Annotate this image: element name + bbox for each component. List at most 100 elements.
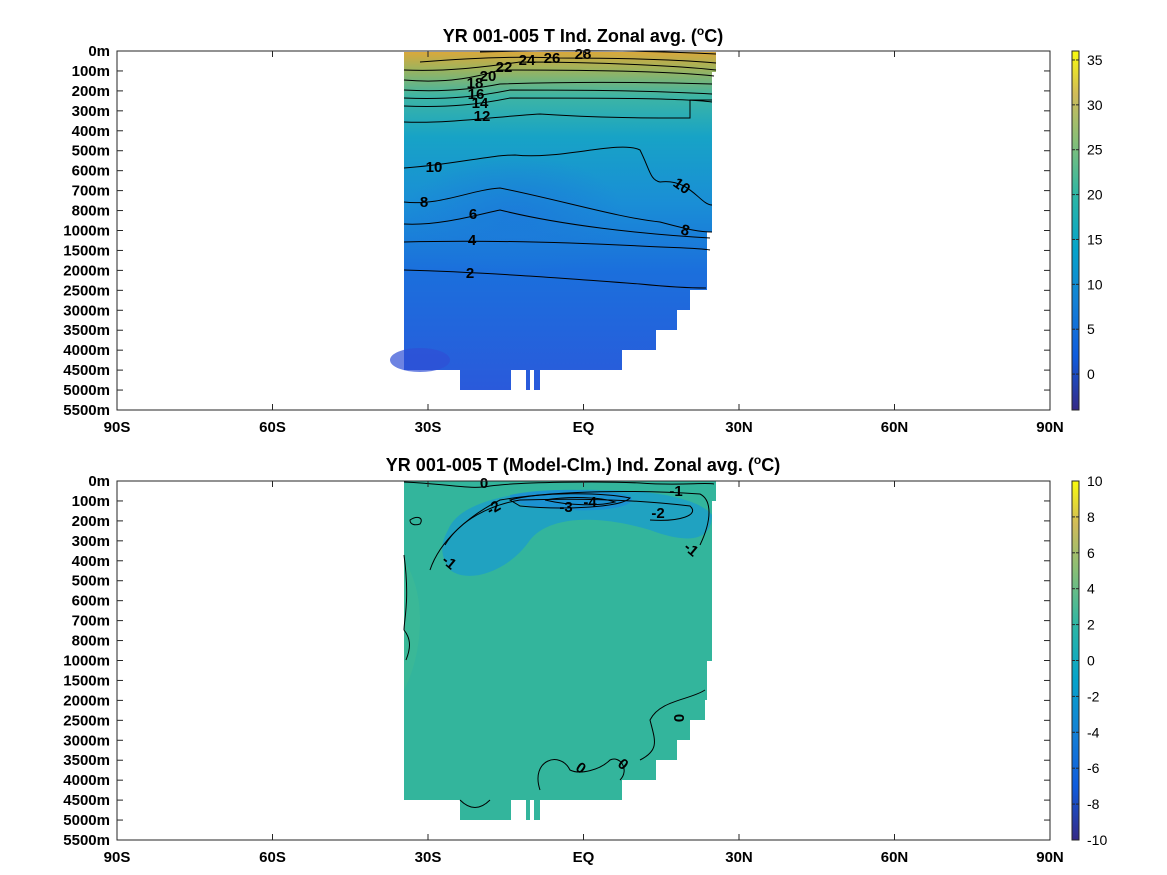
x-tick-label: 90S: [104, 849, 131, 866]
bottom-cold-anomaly: [442, 489, 712, 576]
y-tick-label: 200m: [72, 83, 110, 100]
bottom-gap-2: [530, 800, 534, 820]
top-thermocline-dome: [405, 155, 625, 275]
x-tick-label: 30N: [725, 849, 753, 866]
top-clabel-16: 16: [468, 86, 485, 103]
y-tick-label: 1000m: [63, 653, 110, 670]
bottom-contour-0-east: [639, 689, 706, 761]
y-tick-label: 1500m: [63, 672, 110, 689]
top-clabel-8a: 8: [420, 194, 428, 211]
x-tick-label: 90N: [1036, 849, 1064, 866]
y-tick-label: 0m: [88, 473, 110, 490]
y-tick-label: 500m: [72, 573, 110, 590]
top-abyssal-patch: [390, 348, 450, 372]
y-tick-label: 800m: [72, 633, 110, 650]
top-contour-12: [403, 99, 712, 123]
bottom-contour-m4: [544, 497, 617, 506]
x-tick-label: 30S: [415, 419, 442, 436]
bottom-title: YR 001-005 T (Model-Clm.) Ind. Zonal avg…: [386, 453, 780, 475]
top-contour-4: [403, 240, 711, 251]
top-clabel-14: 14: [472, 95, 489, 112]
bottom-clabel-m2-east: -2: [651, 505, 664, 522]
colorbar-tick-label: 5: [1087, 321, 1095, 337]
x-tick-label: EQ: [573, 849, 595, 866]
y-tick-label: 200m: [72, 513, 110, 530]
top-clabel-2: 2: [466, 265, 474, 282]
bottom-clabel-0-top: 0: [480, 475, 488, 492]
bottom-x-axis: 90S 60S 30S EQ 30N 60N 90N: [104, 481, 1064, 866]
bottom-colorbar-ticks: 10 8 6 4 2 0 -2 -4 -6 -8 -10: [1072, 473, 1107, 848]
y-tick-label: 5000m: [63, 812, 110, 829]
top-field: [390, 52, 716, 390]
y-tick-label: 1000m: [63, 223, 110, 240]
y-tick-label: 400m: [72, 123, 110, 140]
x-tick-label: 60S: [259, 849, 286, 866]
colorbar-tick-label: 15: [1087, 231, 1103, 247]
y-tick-label: 5500m: [63, 402, 110, 419]
top-contour-20: [403, 69, 715, 82]
top-contour-labels: 28 26 24 22 20 18 16 14 12 10 10 8 8 6 4…: [420, 46, 693, 282]
colorbar-tick-label: 2: [1087, 617, 1095, 633]
bottom-gap-1: [511, 800, 526, 820]
top-clabel-22: 22: [496, 59, 513, 76]
top-x-axis: 90S 60S 30S EQ 30N 60N 90N: [104, 51, 1064, 436]
bottom-contour-m3: [508, 493, 632, 509]
y-tick-label: 300m: [72, 103, 110, 120]
x-tick-label: 60S: [259, 419, 286, 436]
top-colorbar-ticks: 35 30 25 20 15 10 5 0: [1072, 52, 1103, 382]
bottom-clabel-0-east: 0: [670, 714, 687, 722]
bottom-contours: [403, 481, 715, 808]
colorbar-tick-label: 6: [1087, 545, 1095, 561]
colorbar-tick-label: -10: [1087, 832, 1107, 848]
colorbar-tick-label: 0: [1087, 653, 1095, 669]
bottom-clabel-m3: -3: [559, 499, 572, 516]
top-clabel-6: 6: [469, 206, 477, 223]
y-tick-label: 2000m: [63, 692, 110, 709]
bottom-y-axis: 0m 100m 200m 300m 400m 500m 600m 700m 800m 1000m 1…: [63, 473, 1050, 849]
y-tick-label: 3500m: [63, 322, 110, 339]
y-tick-label: 4000m: [63, 772, 110, 789]
colorbar-tick-label: 35: [1087, 52, 1103, 68]
top-contour-24: [419, 56, 717, 64]
y-tick-label: 5000m: [63, 382, 110, 399]
bottom-contour-small: [409, 516, 422, 526]
x-tick-label: EQ: [573, 419, 595, 436]
top-contour-18: [403, 82, 713, 92]
y-tick-label: 4000m: [63, 342, 110, 359]
bottom-contour-0-top: [403, 481, 715, 488]
top-gap-1: [511, 370, 526, 390]
top-colorbar: [1071, 50, 1080, 411]
top-contour-14: [403, 97, 713, 108]
colorbar-tick-label: -8: [1087, 796, 1100, 812]
y-tick-label: 3000m: [63, 732, 110, 749]
y-tick-label: 2500m: [63, 282, 110, 299]
x-tick-label: 30N: [725, 419, 753, 436]
colorbar-tick-label: 4: [1087, 581, 1095, 597]
y-tick-label: 5500m: [63, 832, 110, 849]
y-tick-label: 700m: [72, 613, 110, 630]
x-tick-label: 90S: [104, 419, 131, 436]
y-tick-label: 500m: [72, 143, 110, 160]
y-tick-label: 700m: [72, 183, 110, 200]
x-tick-label: 60N: [881, 849, 909, 866]
bottom-clabel-m4: -4: [583, 494, 597, 511]
bottom-clabel-m1-east: -1: [669, 483, 682, 500]
top-clabel-20: 20: [480, 68, 497, 85]
y-tick-label: 3000m: [63, 302, 110, 319]
bottom-contour-0-deep: [537, 758, 625, 791]
bottom-field: [404, 481, 716, 820]
y-tick-label: 800m: [72, 203, 110, 220]
colorbar-tick-label: 30: [1087, 97, 1103, 113]
top-contour-6: [403, 209, 711, 239]
bottom-contour-0-sw: [459, 799, 491, 808]
top-contour-8: [403, 187, 713, 233]
y-tick-label: 100m: [72, 493, 110, 510]
colorbar-tick-label: 8: [1087, 509, 1095, 525]
top-contour-2: [403, 269, 707, 289]
top-clabel-12: 12: [474, 108, 491, 125]
top-clabel-10a: 10: [426, 159, 443, 176]
y-tick-label: 600m: [72, 593, 110, 610]
bottom-contour-m2: [444, 498, 693, 546]
y-tick-label: 2000m: [63, 262, 110, 279]
